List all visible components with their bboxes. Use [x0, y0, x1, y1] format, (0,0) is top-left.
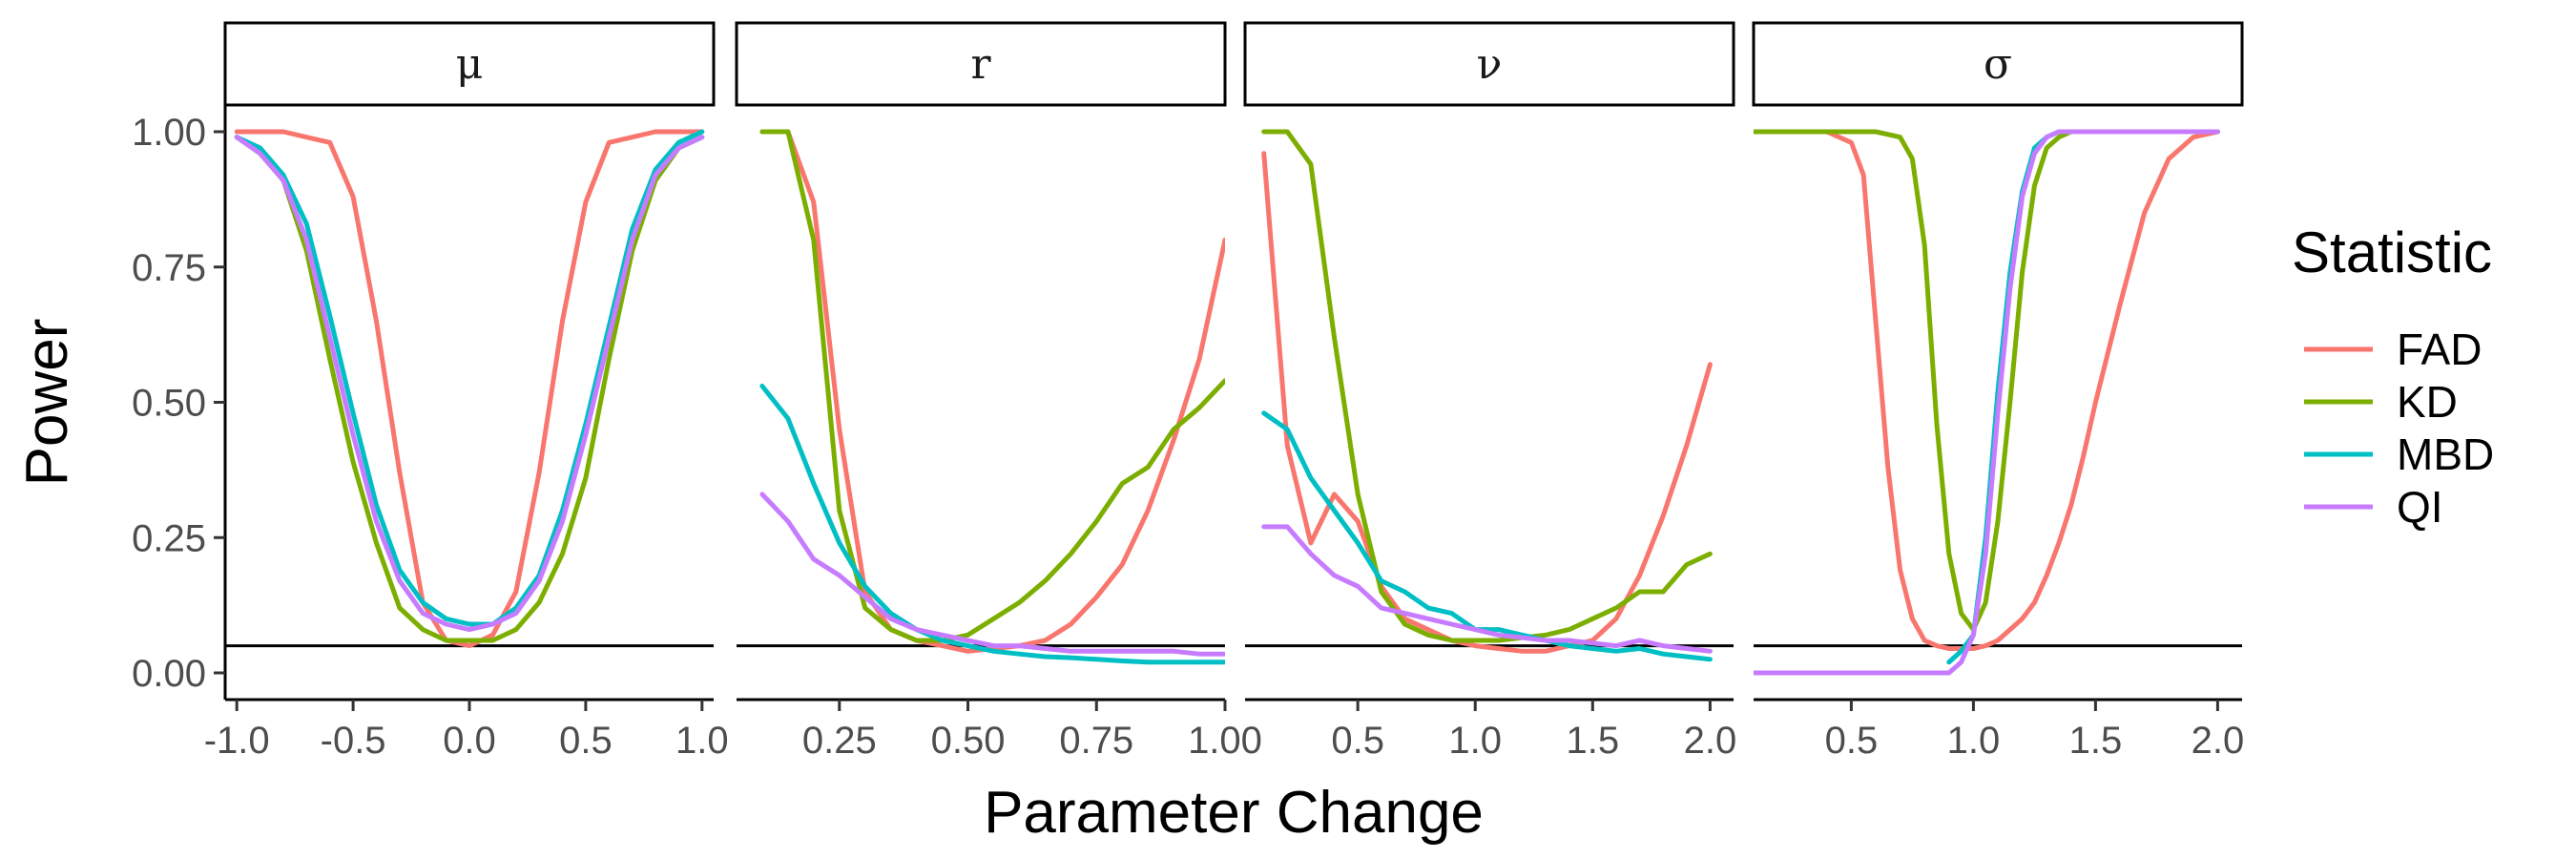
panels-layer: μ -1.0 -0.5 0.0 0.5 1.0 r 0.25 0.50 0.75 1.00 ν 0.5 1…	[204, 21, 2245, 762]
x-tick-label: -0.5	[321, 720, 386, 762]
legend-label-qi: QI	[2397, 482, 2443, 532]
y-tick-label: 0.00	[132, 653, 206, 695]
legend-title: Statistic	[2292, 220, 2492, 284]
series-line-kd	[759, 129, 1225, 643]
x-tick-label: 1.0	[1448, 720, 1502, 762]
series-line-qi	[1754, 129, 2220, 676]
y-axis: 0.00 0.25 0.50 0.75 1.00	[132, 105, 227, 700]
x-tick-label: 0.5	[1825, 720, 1879, 762]
series-group	[1754, 129, 2220, 676]
series-line-fad	[1261, 151, 1713, 654]
x-tick-label: 1.0	[1947, 720, 2001, 762]
x-tick-label: 0.0	[443, 720, 496, 762]
x-tick-label: 1.00	[1188, 720, 1262, 762]
x-tick-label: 0.50	[931, 720, 1006, 762]
legend-label-mbd: MBD	[2397, 430, 2494, 479]
facet-strip-label: ν	[1477, 40, 1503, 89]
series-line-kd	[234, 135, 705, 643]
series-line-mbd	[1261, 410, 1713, 662]
facet-strip-label: r	[970, 40, 991, 89]
x-axis-title: Parameter Change	[984, 780, 1484, 846]
x-tick-label: 2.0	[1684, 720, 1737, 762]
x-tick-label: 0.5	[559, 720, 613, 762]
series-group	[234, 129, 705, 649]
facet-strip-label: σ	[1984, 40, 2012, 89]
series-line-mbd	[234, 129, 705, 627]
series-line-fad	[759, 129, 1225, 654]
facet-strip	[735, 21, 1227, 107]
x-tick-label: 1.5	[2069, 720, 2123, 762]
facet-strip	[223, 21, 716, 107]
series-line-kd	[1261, 129, 1713, 643]
series-line-qi	[1261, 524, 1713, 654]
x-tick-label: 0.25	[802, 720, 877, 762]
panel-1: r 0.25 0.50 0.75 1.00	[735, 21, 1262, 762]
y-tick-label: 0.50	[132, 383, 206, 425]
series-line-mbd	[759, 384, 1225, 665]
x-tick-label: 0.5	[1331, 720, 1384, 762]
facet-strip-label: μ	[456, 40, 484, 89]
panel-0: μ -1.0 -0.5 0.0 0.5 1.0	[204, 21, 729, 762]
x-tick-label: 0.75	[1059, 720, 1133, 762]
x-tick-label: 2.0	[2192, 720, 2245, 762]
y-tick-label: 0.25	[132, 517, 206, 559]
facet-strip	[1752, 21, 2244, 107]
x-tick-label: -1.0	[204, 720, 270, 762]
series-group	[759, 129, 1225, 665]
y-tick-label: 1.00	[132, 112, 206, 154]
y-axis-title: Power	[14, 319, 80, 487]
legend-label-fad: FAD	[2397, 325, 2482, 374]
series-line-fad	[1754, 129, 2220, 651]
series-line-fad	[234, 129, 705, 649]
panel-2: ν 0.5 1.0 1.5 2.0	[1243, 21, 1737, 762]
series-line-qi	[759, 492, 1225, 657]
series-group	[1261, 129, 1713, 662]
facet-strip	[1243, 21, 1735, 107]
panel-3: σ 0.5 1.0 1.5 2.0	[1752, 21, 2245, 762]
legend-label-kd: KD	[2397, 377, 2458, 427]
x-tick-label: 1.0	[675, 720, 729, 762]
x-tick-label: 1.5	[1567, 720, 1620, 762]
y-tick-label: 0.75	[132, 247, 206, 289]
series-line-qi	[234, 135, 705, 633]
